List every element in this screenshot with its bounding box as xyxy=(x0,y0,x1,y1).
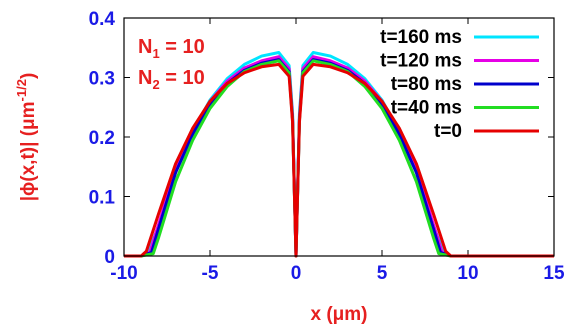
series-line-t-0 xyxy=(124,62,554,258)
legend-label: t=40 ms xyxy=(391,98,462,119)
annotation-n1: N1 = 10 xyxy=(138,36,205,61)
y-tick-labels: 0 0.1 0.2 0.3 0.4 xyxy=(89,9,116,268)
x-tick-label: 0 xyxy=(291,263,302,284)
x-tick-label: -10 xyxy=(110,263,137,284)
plot-frame xyxy=(123,17,555,257)
x-tick-label: 15 xyxy=(543,263,565,284)
annotation-n2: N2 = 10 xyxy=(138,67,205,92)
y-tick-label: 0.1 xyxy=(89,188,116,209)
legend-label: t=0 xyxy=(434,121,462,142)
y-tick-label: 0.4 xyxy=(89,9,116,30)
x-tick-labels: -10 -5 0 5 10 15 xyxy=(110,263,565,284)
legend-label: t=80 ms xyxy=(391,74,462,95)
series-line-t-40-ms xyxy=(124,59,554,258)
x-tick-label: 5 xyxy=(377,263,388,284)
y-tick-label: 0.2 xyxy=(89,128,115,149)
series-line-t-80-ms xyxy=(124,58,554,258)
x-tick-label: 10 xyxy=(457,263,478,284)
legend-label: t=160 ms xyxy=(380,27,462,48)
legend: t=160 ms t=120 mst=80 ms t=40 mst=0 xyxy=(380,27,539,142)
legend-label: t=120 ms xyxy=(380,51,462,72)
series-layer xyxy=(124,51,554,258)
y-tick-label: 0.3 xyxy=(89,69,115,90)
x-tick-label: -5 xyxy=(202,263,219,284)
y-axis-label: |ϕ(x,t)| (μm-1/2) xyxy=(14,73,39,202)
x-axis-label: x (μm) xyxy=(310,304,367,325)
y-tick-label: 0 xyxy=(104,247,115,268)
